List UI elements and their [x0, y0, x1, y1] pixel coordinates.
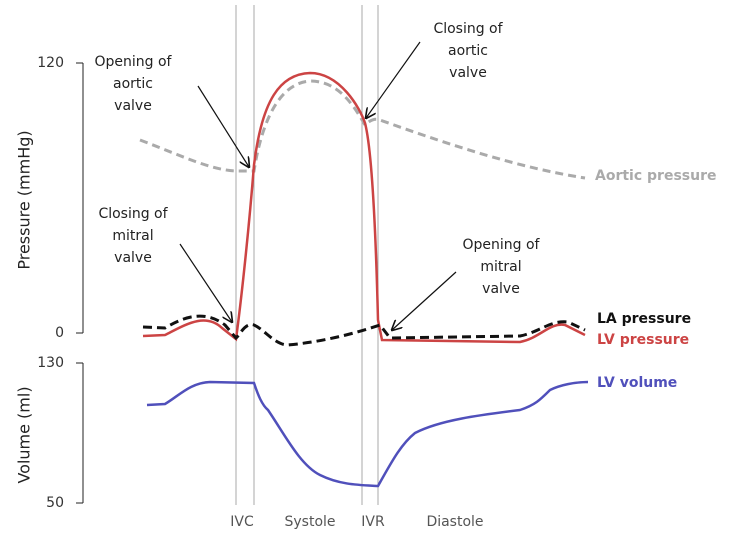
- annotation: valve: [114, 98, 152, 114]
- lv-pressure-curve: [142, 71, 586, 344]
- annotation: aortic: [448, 43, 488, 59]
- annotation: Opening of: [95, 54, 173, 70]
- annotation: Closing of: [98, 206, 168, 222]
- tick-label: 0: [55, 325, 64, 341]
- phase-lines: [235, 5, 379, 505]
- lv-volume-curve: [146, 380, 589, 488]
- tick-label: 50: [46, 495, 64, 511]
- arrow: [392, 271, 457, 330]
- annotation: aortic: [113, 76, 153, 92]
- arrow: [179, 243, 232, 322]
- curve-label: LV volume: [597, 375, 677, 391]
- la-pressure-curve: [142, 314, 586, 347]
- phase-label: Diastole: [426, 514, 483, 530]
- curve-label: LA pressure: [597, 311, 691, 327]
- phase-label: Systole: [284, 514, 335, 530]
- tick-label: 120: [37, 55, 64, 71]
- arrow: [366, 41, 421, 118]
- axis-title: Pressure (mmHg): [15, 130, 34, 269]
- annotation: Opening of: [463, 237, 541, 253]
- annotation: Closing of: [433, 21, 503, 37]
- aortic-pressure-curve: [139, 79, 586, 180]
- annotation: valve: [449, 65, 487, 81]
- curve-label: Aortic pressure: [595, 168, 716, 184]
- annotation: valve: [114, 250, 152, 266]
- phase-label: IVC: [230, 514, 254, 530]
- curve-label: LV pressure: [597, 332, 689, 348]
- annotation: mitral: [480, 259, 521, 275]
- arrow: [197, 85, 249, 167]
- phase-label: IVR: [361, 514, 385, 530]
- axes: [76, 62, 84, 504]
- annotation: mitral: [112, 228, 153, 244]
- axis-title: Volume (ml): [15, 386, 34, 483]
- tick-label: 130: [37, 355, 64, 371]
- annotation: valve: [482, 281, 520, 297]
